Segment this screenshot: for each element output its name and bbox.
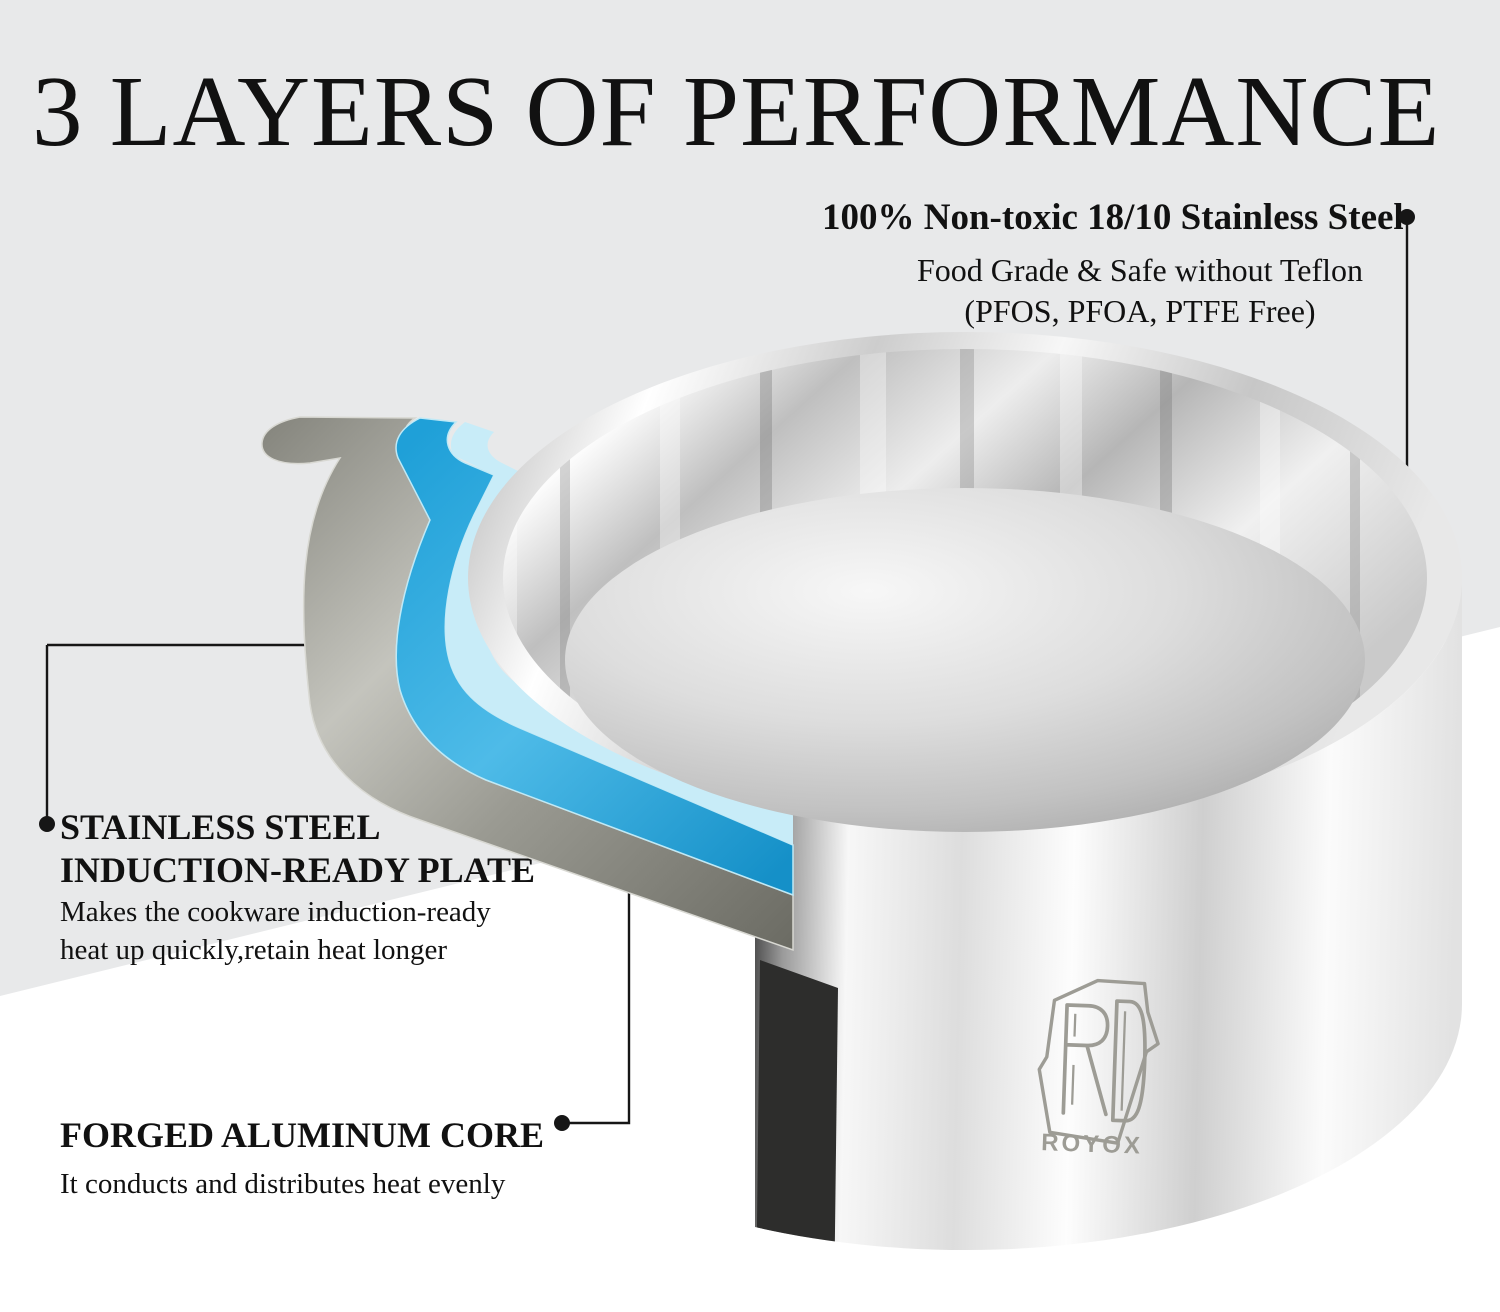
svg-text:ROYOX: ROYOX <box>1041 1129 1144 1160</box>
